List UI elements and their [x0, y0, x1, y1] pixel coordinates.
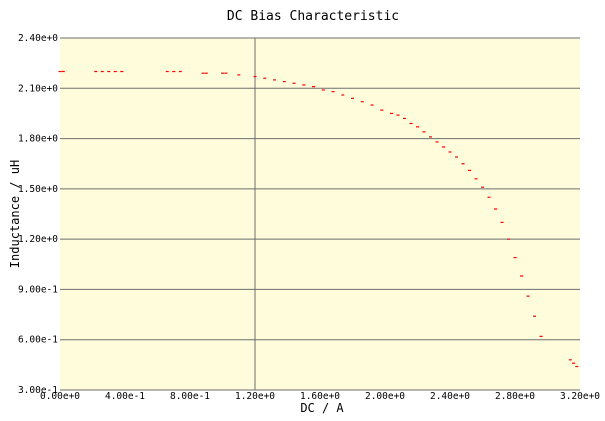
x-tick-label: 2.00e+0 [365, 391, 405, 402]
data-point [468, 169, 471, 172]
data-point [533, 315, 536, 317]
y-axis-ticks: 3.00e-1 6.00e-1 9.00e-1 1.20e+0 1.50e+0 1.80e… [18, 33, 58, 396]
data-point [403, 117, 406, 120]
data-point [224, 72, 228, 74]
grid [60, 37, 580, 391]
data-point [312, 86, 315, 88]
data-point [113, 70, 117, 73]
x-tick-label: 2.40e+0 [430, 391, 470, 402]
data-point [341, 94, 345, 96]
data-point [331, 91, 335, 93]
data-point [273, 79, 276, 81]
x-tick-label: 8.00e-1 [170, 391, 210, 402]
data-point [201, 72, 205, 74]
y-tick-label: 1.20e+0 [18, 234, 58, 245]
data-point [120, 70, 124, 73]
data-point [178, 70, 182, 73]
x-tick-label: 3.20e+0 [560, 391, 600, 402]
data-point [455, 156, 458, 158]
y-tick-label: 9.00e-1 [18, 284, 58, 295]
data-point [370, 104, 374, 106]
data-point [539, 335, 543, 337]
data-point [487, 196, 491, 198]
y-tick-label: 1.80e+0 [18, 134, 58, 145]
data-point [204, 72, 208, 74]
data-point [409, 122, 413, 125]
data-point [237, 74, 241, 76]
data-point [568, 359, 572, 361]
data-point [513, 256, 517, 259]
data-point [321, 89, 325, 91]
data-point [292, 82, 296, 84]
data-point [422, 131, 426, 133]
x-axis-ticks: 0.00e+0 4.00e-1 8.00e-1 1.20e+0 1.60e+0 2.00e… [40, 391, 600, 402]
data-point [390, 112, 393, 115]
data-point [526, 295, 530, 297]
data-point [575, 365, 579, 368]
data-point [448, 151, 452, 153]
data-point [507, 238, 510, 240]
data-point [282, 80, 286, 83]
x-tick-label: 4.00e-1 [105, 391, 145, 402]
data-point [58, 70, 62, 73]
x-axis-title: DC / A [300, 401, 344, 415]
chart-title: DC Bias Characteristic [227, 9, 399, 24]
data-point [442, 146, 445, 148]
data-point [221, 72, 224, 74]
data-point [61, 70, 65, 73]
data-point [474, 178, 478, 180]
y-tick-label: 1.50e+0 [18, 184, 58, 195]
x-tick-label: 0.00e+0 [40, 391, 80, 402]
y-tick-label: 2.10e+0 [18, 83, 58, 94]
data-point [494, 208, 497, 210]
data-point [429, 136, 432, 138]
data-point [572, 362, 575, 364]
x-tick-label: 2.80e+0 [495, 391, 535, 402]
data-point [461, 163, 465, 165]
plot-area [60, 38, 580, 390]
y-tick-label: 2.40e+0 [18, 33, 58, 44]
data-point [165, 70, 169, 73]
data-point [396, 114, 400, 116]
data-point [481, 186, 484, 188]
x-tick-label: 1.20e+0 [235, 391, 275, 402]
data-point [500, 221, 504, 223]
data-point [351, 97, 354, 99]
data-point [263, 77, 267, 79]
y-tick-label: 3.00e-1 [18, 385, 58, 396]
data-point [302, 84, 306, 86]
data-points [58, 70, 579, 368]
x-tick-label: 1.60e+0 [300, 391, 340, 402]
data-point [435, 141, 439, 143]
data-point [520, 275, 523, 277]
data-point [360, 101, 364, 103]
data-point [100, 70, 104, 73]
y-tick-label: 6.00e-1 [18, 335, 58, 346]
y-axis-title: Inductance / uH [8, 160, 22, 268]
data-point [94, 70, 98, 73]
data-point [107, 70, 111, 73]
data-point [380, 109, 384, 111]
data-point [416, 126, 419, 128]
data-point [253, 75, 257, 78]
data-point [172, 70, 176, 73]
